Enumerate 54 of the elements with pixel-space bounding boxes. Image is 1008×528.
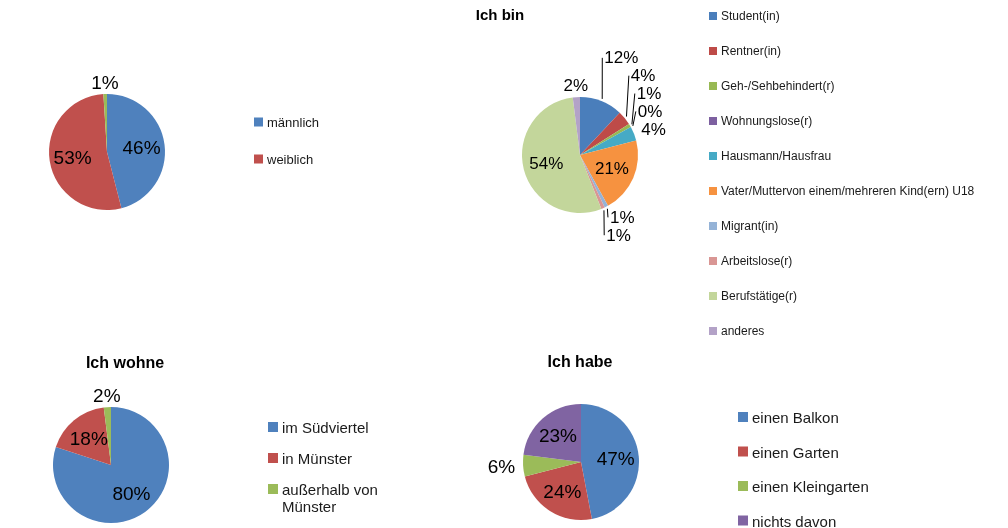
data-label: 4% bbox=[641, 119, 666, 139]
data-label: 12% bbox=[604, 48, 639, 68]
pie-slice bbox=[49, 94, 122, 210]
chart-title: Ich bin bbox=[475, 5, 525, 23]
data-label: 2% bbox=[563, 75, 589, 95]
legend-label: Arbeitslose(r) bbox=[721, 254, 793, 268]
pie-slice bbox=[107, 94, 165, 209]
data-label: 4% bbox=[630, 66, 656, 86]
pie-slice bbox=[524, 462, 592, 520]
legend-label: weiblich bbox=[266, 151, 314, 167]
legend-label: einen Kleingarten bbox=[752, 477, 869, 495]
data-label: 21% bbox=[594, 159, 629, 179]
data-label: 53% bbox=[53, 146, 92, 168]
data-label: 6% bbox=[487, 455, 516, 477]
legend-label: einen Balkon bbox=[752, 408, 839, 426]
data-label: 47% bbox=[596, 448, 635, 470]
pie-slice bbox=[55, 407, 111, 465]
pie-slice bbox=[581, 404, 639, 519]
data-label: 1% bbox=[609, 207, 635, 227]
data-label: 1% bbox=[91, 71, 119, 93]
data-label: 1% bbox=[606, 225, 631, 245]
data-label: 2% bbox=[93, 384, 121, 406]
legend-label: Vater/Muttervon einem/mehreren Kind(ern) U18 bbox=[721, 184, 975, 198]
pie-slice bbox=[580, 140, 638, 206]
legend-label: außerhalb von Münster bbox=[282, 480, 378, 514]
legend-label: Migrant(in) bbox=[721, 219, 779, 233]
legend-label: Hausmann/Hausfrau bbox=[721, 149, 832, 163]
data-label: 1% bbox=[636, 84, 662, 104]
legend-label: Student(in) bbox=[721, 9, 780, 23]
data-label: 46% bbox=[122, 137, 161, 159]
pie-slice bbox=[580, 123, 631, 155]
pie-slice bbox=[580, 127, 637, 155]
legend-label: männlich bbox=[267, 114, 320, 130]
data-label: 80% bbox=[112, 482, 151, 504]
data-label: 23% bbox=[538, 425, 578, 447]
pie-slice bbox=[580, 112, 629, 155]
legend-label: anderes bbox=[721, 324, 765, 338]
legend-label: einen Garten bbox=[752, 443, 839, 460]
legend-label: Wohnungslose(r) bbox=[721, 114, 813, 128]
text: 0% bbox=[637, 101, 663, 121]
legend-label: im Südviertel bbox=[282, 418, 369, 436]
legend-label: Rentner(in) bbox=[721, 44, 782, 58]
chart-title: Ich habe bbox=[547, 352, 613, 370]
legend-label: in Münster bbox=[282, 449, 353, 467]
legend-label: nichts davon bbox=[752, 512, 837, 528]
pie-slice bbox=[53, 407, 169, 523]
pie-slice bbox=[580, 97, 620, 155]
legend-label: Geh-/Sehbehindert(r) bbox=[721, 79, 835, 93]
legend-label: Berufstätige(r) bbox=[721, 289, 798, 303]
chart-title: Ich wohne bbox=[85, 353, 165, 371]
data-label: 18% bbox=[69, 427, 108, 449]
data-label: 24% bbox=[543, 480, 582, 502]
data-label: 54% bbox=[529, 154, 564, 174]
pie-slice bbox=[523, 454, 581, 477]
